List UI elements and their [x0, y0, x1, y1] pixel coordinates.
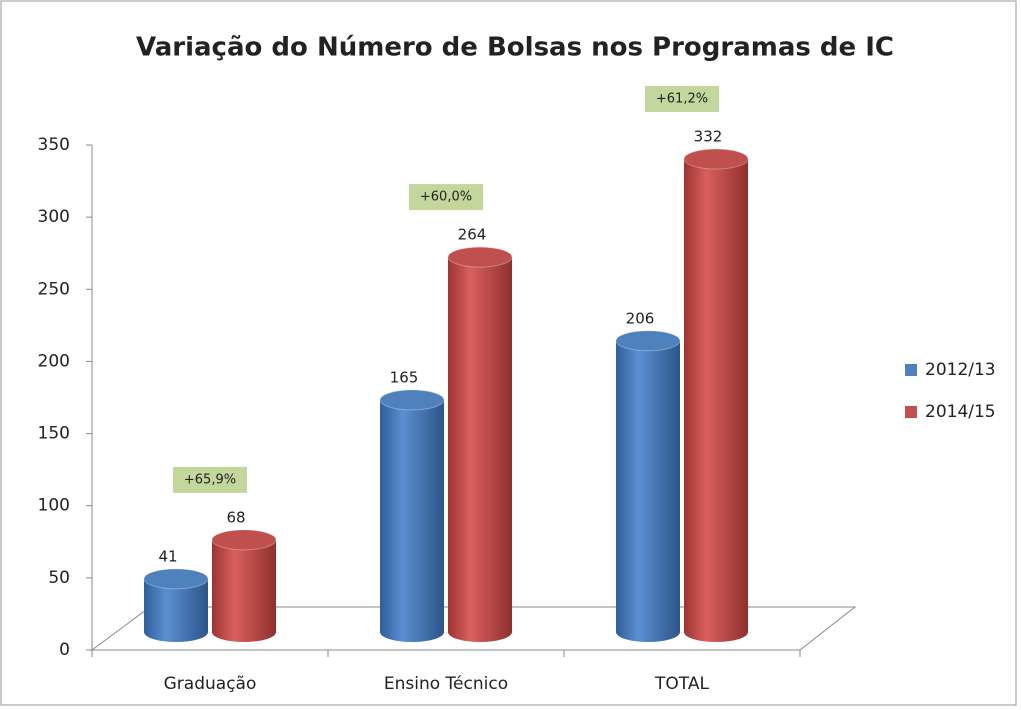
- y-tick-label: 50: [48, 568, 70, 588]
- y-tick-label: 150: [38, 424, 70, 444]
- x-tick-label: Ensino Técnico: [384, 674, 508, 694]
- cylinder-top: [143, 568, 209, 590]
- bar: [684, 158, 748, 632]
- data-label: 206: [626, 309, 655, 327]
- annotation-box: [409, 184, 483, 211]
- annotation-box: [173, 466, 247, 493]
- bar: [212, 539, 276, 632]
- cylinder-top: [683, 148, 749, 170]
- y-tick-label: 250: [38, 279, 70, 299]
- cylinder-top: [447, 246, 513, 268]
- y-tick-label: 100: [38, 496, 70, 516]
- annotation: +60,0%: [420, 190, 472, 205]
- cylinder-top: [379, 389, 445, 411]
- chart-title: Variação do Número de Bolsas nos Program…: [136, 33, 894, 63]
- cylinder-top: [211, 529, 277, 551]
- data-label: 264: [458, 226, 487, 244]
- legend-label: 2012/13: [925, 360, 996, 380]
- annotation: +65,9%: [184, 472, 236, 487]
- y-tick-label: 300: [38, 207, 70, 227]
- bar: [448, 257, 512, 632]
- bar: [616, 340, 680, 632]
- bar: [380, 399, 444, 632]
- legend-swatch: [905, 364, 917, 376]
- y-tick-label: 350: [38, 135, 70, 155]
- y-tick-label: 200: [38, 351, 70, 371]
- data-label: 165: [390, 368, 419, 386]
- data-label: 68: [226, 508, 245, 526]
- data-label: 41: [158, 547, 177, 565]
- legend-label: 2014/15: [925, 402, 996, 422]
- x-tick-label: TOTAL: [654, 674, 709, 694]
- x-tick-label: Graduação: [164, 674, 257, 694]
- annotation-box: [645, 85, 719, 112]
- y-tick-label: 0: [59, 640, 70, 660]
- legend-swatch: [905, 406, 917, 418]
- data-label: 332: [694, 127, 723, 145]
- cylinder-top: [615, 330, 681, 352]
- annotation: +61,2%: [656, 91, 708, 106]
